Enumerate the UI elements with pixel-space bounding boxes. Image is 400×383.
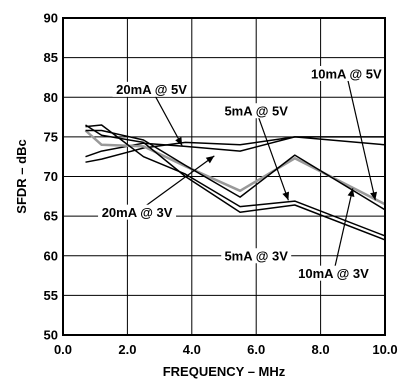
x-tick-label: 10.0 — [372, 342, 397, 357]
annotation-label: 10mA @ 5V — [311, 66, 382, 81]
x-tick-label: 2.0 — [118, 342, 136, 357]
annotation-arrowhead — [370, 191, 377, 201]
annotation-background — [98, 204, 177, 220]
series-line — [85, 124, 386, 237]
annotation-background — [112, 81, 191, 97]
annotation-arrowhead — [175, 136, 183, 146]
annotation-background — [221, 248, 292, 264]
annotation-label: 5mA @ 5V — [224, 104, 288, 119]
y-axis-label: SFDR – dBc — [14, 139, 29, 213]
annotation-label: 5mA @ 3V — [224, 249, 288, 264]
annotation-label: 20mA @ 5V — [116, 82, 187, 97]
annotations: 20mA @ 5V 10mA @ 5V 5mA @ 5V 20mA @ 3V 5mA @… — [98, 65, 386, 281]
x-axis-label: FREQUENCY – MHz — [163, 364, 286, 379]
annotation-background — [307, 65, 386, 81]
plot-frame — [62, 17, 386, 336]
x-tick-label: 6.0 — [247, 342, 265, 357]
annotation-arrowhead — [347, 188, 355, 197]
annotation-arrowhead — [205, 155, 215, 164]
annotation-leader — [151, 89, 183, 146]
annotation-background — [221, 103, 292, 119]
series-group — [84, 124, 386, 241]
annotation-leader — [345, 73, 376, 201]
series-line — [85, 129, 386, 211]
x-tick-labels: 0.0 2.0 4.0 6.0 8.0 10.0 — [54, 342, 398, 357]
annotation-background — [294, 265, 373, 281]
series-line — [85, 136, 385, 163]
annotation-leader — [332, 188, 354, 274]
x-tick-label: 4.0 — [183, 342, 201, 357]
y-tick-label: 65 — [44, 209, 58, 224]
y-tick-label: 75 — [44, 129, 58, 144]
annotation-leader — [136, 155, 215, 213]
annotation-label: 10mA @ 3V — [298, 266, 369, 281]
x-tick-label: 8.0 — [312, 342, 330, 357]
y-tick-label: 50 — [44, 328, 58, 343]
y-tick-label: 60 — [44, 248, 58, 263]
y-tick-label: 70 — [44, 169, 58, 184]
y-tick-label: 85 — [44, 50, 58, 65]
x-tick-label: 0.0 — [54, 342, 72, 357]
annotation-leader — [255, 110, 289, 201]
annotation-label: 20mA @ 3V — [102, 205, 173, 220]
y-tick-label: 80 — [44, 90, 58, 105]
annotation-arrowhead — [282, 191, 289, 201]
y-tick-labels: 50 55 60 65 70 75 80 85 90 — [44, 11, 58, 343]
y-tick-label: 55 — [44, 288, 58, 303]
y-tick-label: 90 — [44, 11, 58, 26]
